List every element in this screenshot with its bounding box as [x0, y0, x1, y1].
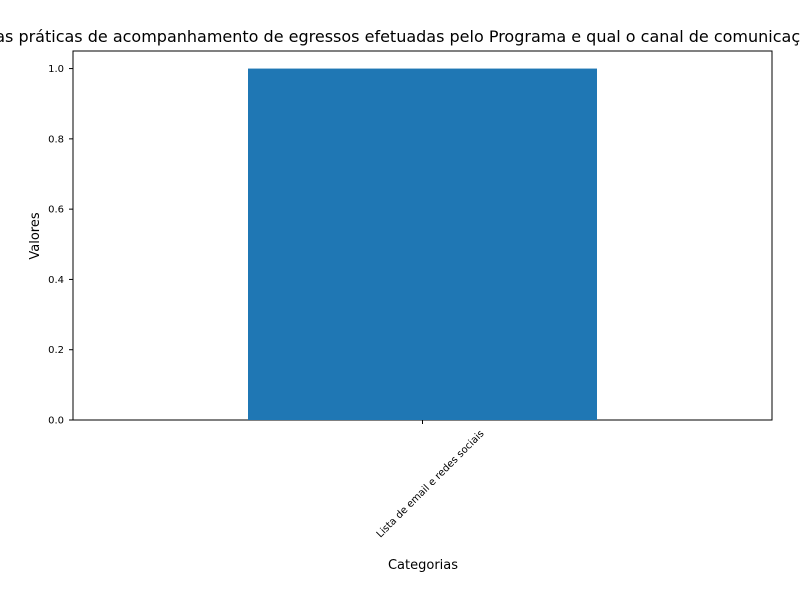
- x-axis-label: Categorias: [388, 558, 458, 573]
- y-tick-label: 0.4: [48, 275, 64, 286]
- bar-0: [248, 68, 597, 421]
- x-tick-label: Lista de email e redes sociais: [375, 428, 487, 540]
- y-tick-label: 1.0: [48, 64, 64, 75]
- x-axis-ticks: Lista de email e redes sociais: [375, 420, 487, 540]
- y-tick-label: 0.6: [48, 205, 64, 216]
- y-tick-label: 0.0: [48, 416, 64, 427]
- y-axis-label: Valores: [28, 212, 43, 259]
- y-tick-label: 0.8: [48, 134, 64, 145]
- chart-title: Quais as práticas de acompanhamento de e…: [0, 27, 800, 46]
- y-axis-ticks: 0.0 0.2 0.4 0.6 0.8 1.0: [48, 64, 73, 427]
- bars-group: [248, 68, 597, 421]
- y-tick-label: 0.2: [48, 345, 64, 356]
